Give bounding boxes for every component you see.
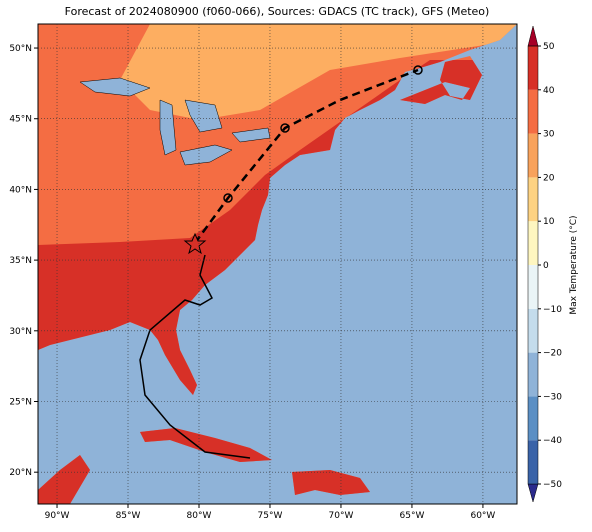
y-tick-label: 25°N [9,397,32,407]
y-tick-label: 45°N [9,115,32,125]
x-tick-label: 60°W [470,511,495,521]
y-tick-label: 50°N [9,44,32,54]
colorbar-tick-label: −50 [543,480,562,490]
x-tick-label: 80°W [187,511,212,521]
colorbar-tick-label: 20 [543,173,555,183]
colorbar-tick-label: 0 [543,261,549,271]
y-tick-label: 30°N [9,327,32,337]
colorbar-extend [527,483,539,503]
colorbar-bin [528,177,538,222]
colorbar-bin [528,89,538,134]
map-frame [37,23,518,505]
lakes [79,77,271,166]
forecast-track [193,68,419,244]
colorbar-label: Max Temperature (°C) [569,215,579,314]
colorbar-bin [528,308,538,353]
colorbar-extend [527,25,539,47]
colorbar-tick-label: −10 [543,305,562,315]
y-tick-label: 40°N [9,185,32,195]
colorbar-bin [528,133,538,178]
map-area [38,24,517,504]
colorbar-tick-label: −20 [543,349,562,359]
colorbar-bin [528,396,538,441]
colorbar-tick-label: 10 [543,217,555,227]
x-tick-label: 70°W [329,511,354,521]
colorbar-bin [528,46,538,90]
storm-position [183,232,207,255]
x-tick-label: 90°W [45,511,70,521]
colorbar-tick-label: −40 [543,436,562,446]
colorbar-bin [528,352,538,397]
x-tick-label: 75°W [258,511,283,521]
colorbar-tick-label: 30 [543,130,555,140]
y-tick-label: 35°N [9,256,32,266]
colorbar-bin [528,440,538,484]
track-points [223,65,423,203]
x-tick-label: 85°W [116,511,141,521]
past-track [139,254,251,459]
colorbar-tick-label: 50 [543,42,555,52]
map-title: Forecast of 2024080900 (f060-066), Sourc… [65,5,490,18]
y-tick-label: 20°N [9,468,32,478]
x-tick-label: 65°W [400,511,425,521]
colorbar-tick-label: 40 [543,86,555,96]
colorbar-bin [528,221,538,265]
colorbar-bin [528,265,538,309]
colorbar-tick-label: −30 [543,392,562,402]
